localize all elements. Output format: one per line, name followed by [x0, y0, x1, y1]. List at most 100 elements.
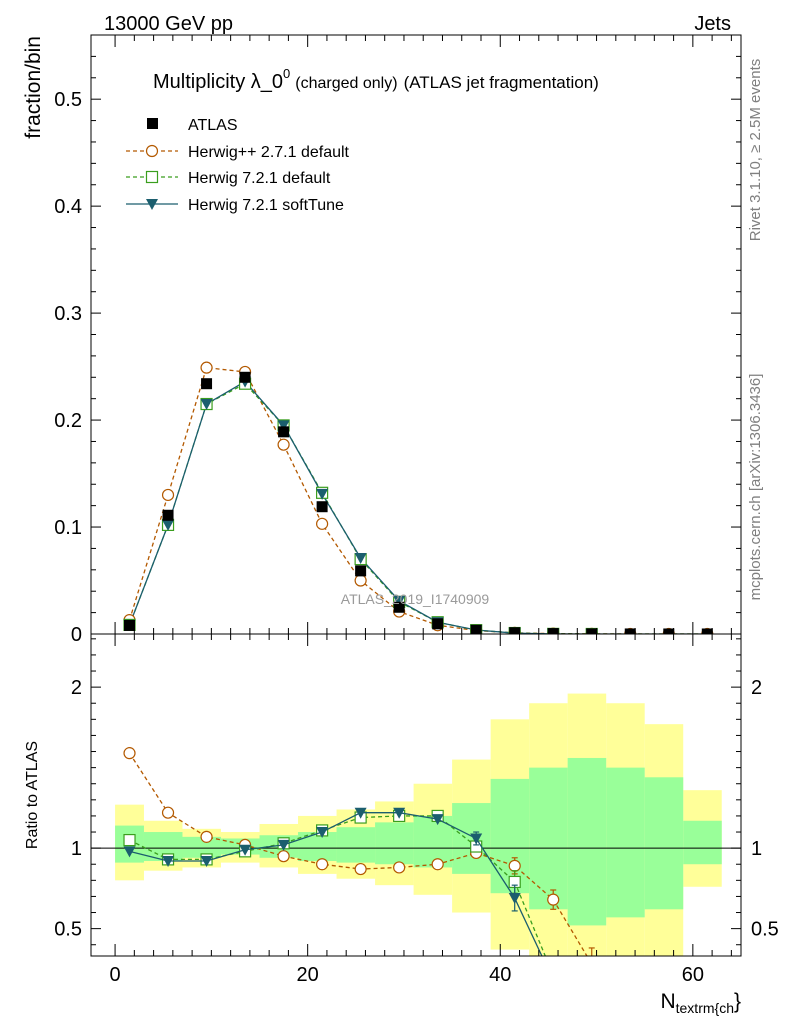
data-point-atlas [162, 509, 174, 521]
legend-marker-herwig-721-softtune [146, 199, 158, 210]
data-point-atlas [701, 628, 713, 634]
y-tick-label: 0.1 [54, 517, 82, 539]
x-tick-label: 0 [110, 964, 121, 986]
uncertainty-band-inner [567, 757, 607, 926]
y-tick-label: 0 [71, 624, 82, 646]
data-point-atlas [624, 628, 636, 634]
ratio-point-herwigpp-2-7-1-default [354, 862, 367, 876]
data-point-atlas [239, 371, 251, 383]
ratio-point-herwigpp-2-7-1-default [277, 850, 290, 863]
ratio-tick-label-right: 0.5 [751, 919, 779, 941]
data-point-herwigpp-2-7-1-default [277, 438, 290, 451]
x-tick-label: 20 [297, 964, 319, 986]
y-axis-label: fraction/bin [22, 36, 45, 139]
uncertainty-band-inner [490, 778, 530, 894]
legend-marker-atlas [147, 118, 158, 129]
ratio-line-herwigpp-2-7-1-default [128, 752, 588, 956]
ratio-point-herwig-7-2-1-softtune [470, 833, 483, 845]
y-tick-label: 0.3 [54, 303, 82, 325]
ratio-tick-label: 2 [71, 677, 82, 699]
ratio-line-herwig-7-2-1-softtune [129, 812, 543, 956]
ratio-point-herwigpp-2-7-1-default [547, 893, 560, 906]
x-tick-label: 40 [489, 964, 511, 986]
ratio-point-herwig-7-2-1-softtune [316, 827, 329, 839]
y-tick-label: 0.4 [54, 196, 82, 218]
ratio-point-herwigpp-2-7-1-default [161, 806, 175, 819]
ratio-tick-label: 0.5 [54, 919, 82, 941]
mcplots-label: mcplots.cern.ch [arXiv:1306.3436] [747, 374, 764, 601]
title-subtitle: (ATLAS jet fragmentation) [404, 73, 599, 92]
data-point-herwigpp-2-7-1-default [354, 574, 367, 587]
ratio-point-herwig-7-2-1-softtune [508, 893, 521, 905]
data-point-herwigpp-2-7-1-default [200, 361, 213, 374]
legend-entry-herwig-721-default: Herwig 7.2.1 default [126, 170, 331, 187]
legend-marker-herwig-721-default [145, 170, 159, 184]
legend-entry-herwig-721-softtune: Herwig 7.2.1 softTune [126, 197, 344, 214]
ratio-frame [90, 633, 742, 957]
ratio-point-herwig-7-2-1-softtune [393, 807, 406, 819]
ratio-tick-label: 1 [71, 838, 82, 860]
uncertainty-band-inner [529, 767, 568, 910]
legend-label-herwig-721-default: Herwig 7.2.1 default [188, 170, 331, 187]
ratio-point-herwig-7-2-1-softtune [354, 807, 367, 819]
uncertainty-band-inner [375, 822, 414, 865]
data-point-herwig-7-2-1-softtune [393, 595, 406, 607]
data-point-herwigpp-2-7-1-default [161, 488, 175, 502]
data-point-atlas [547, 628, 559, 634]
data-point-atlas [470, 624, 482, 634]
ratio-point-herwig-7-2-1-softtune [239, 844, 252, 856]
ratio-point-herwigpp-2-7-1-default [431, 858, 444, 871]
ratio-point-herwig-7-2-1-softtune [431, 814, 444, 826]
x-axis-label: Ntextrm{ch} [660, 990, 741, 1016]
data-point-atlas [201, 378, 213, 390]
data-point-atlas [393, 601, 405, 613]
uncertainty-band-inner [182, 836, 221, 858]
ratio-point-herwig-7-2-1-softtune [123, 846, 136, 858]
ratio-tick-label-right: 1 [751, 838, 762, 860]
data-point-herwig-7-2-1-softtune [200, 399, 213, 411]
x-axis-label-subscript: textrm{ch [676, 1000, 734, 1016]
rivet-version-label: Rivet 3.1.10, ≥ 2.5M events [747, 59, 764, 242]
legend-entry-herwigpp-271: Herwig++ 2.7.1 default [126, 144, 350, 161]
title-qualifier: (charged only) [295, 75, 397, 92]
data-point-atlas [355, 565, 367, 577]
ratio-tick-label-right: 2 [751, 677, 762, 699]
ratio-point-herwig-7-2-1-default [123, 833, 136, 847]
data-point-atlas [432, 618, 444, 630]
ratio-axis-label: Ratio to ATLAS [24, 741, 41, 849]
data-point-atlas [509, 627, 521, 634]
uncertainty-band-inner [413, 815, 453, 868]
data-point-atlas [586, 628, 598, 634]
data-point-herwigpp-2-7-1-default [316, 517, 329, 530]
legend-label-herwigpp-271: Herwig++ 2.7.1 default [188, 144, 350, 161]
uncertainty-band-inner [644, 777, 684, 910]
legend-label-atlas: ATLAS [188, 117, 238, 134]
y-tick-label: 0.5 [54, 89, 82, 111]
data-point-herwig-7-2-1-softtune [316, 488, 329, 500]
legend-marker-herwigpp-271 [145, 144, 159, 158]
ratio-point-herwig-7-2-1-softtune [277, 839, 290, 851]
ratio-point-herwigpp-2-7-1-default [123, 747, 136, 760]
uncertainty-band-inner [336, 827, 376, 863]
plot-title: Multiplicity λ_00 (charged only) (ATLAS je… [153, 66, 599, 93]
process-label: Jets [694, 13, 731, 35]
uncertainty-band-inner [606, 767, 645, 918]
y-tick-label: 0.2 [54, 410, 82, 432]
data-point-herwig-7-2-1-softtune [354, 553, 367, 565]
analysis-watermark: ATLAS_2019_I1740909 [341, 591, 490, 607]
ratio-point-herwigpp-2-7-1-default [316, 858, 329, 871]
title-main: Multiplicity λ_0 [153, 71, 283, 93]
legend-entry-atlas: ATLAS [147, 117, 238, 134]
data-point-herwig-7-2-1-softtune [277, 420, 290, 432]
data-point-atlas [278, 426, 290, 438]
main-panel: ATLAS_2019_I1740909 0 0.1 0.2 0.3 0.4 0.5 [54, 34, 742, 646]
ratio-point-herwig-7-2-1-softtune [162, 856, 175, 868]
data-point-atlas [316, 501, 328, 513]
ratio-point-herwigpp-2-7-1-default [200, 830, 213, 843]
collision-label: 13000 GeV pp [104, 13, 233, 35]
data-point-herwig-7-2-1-softtune [162, 519, 175, 531]
ratio-panel: 0 20 40 60 0.5 0.5 1 1 2 2 [54, 633, 779, 986]
title-superscript: 0 [283, 66, 290, 81]
x-axis-label-close: } [734, 990, 741, 1013]
